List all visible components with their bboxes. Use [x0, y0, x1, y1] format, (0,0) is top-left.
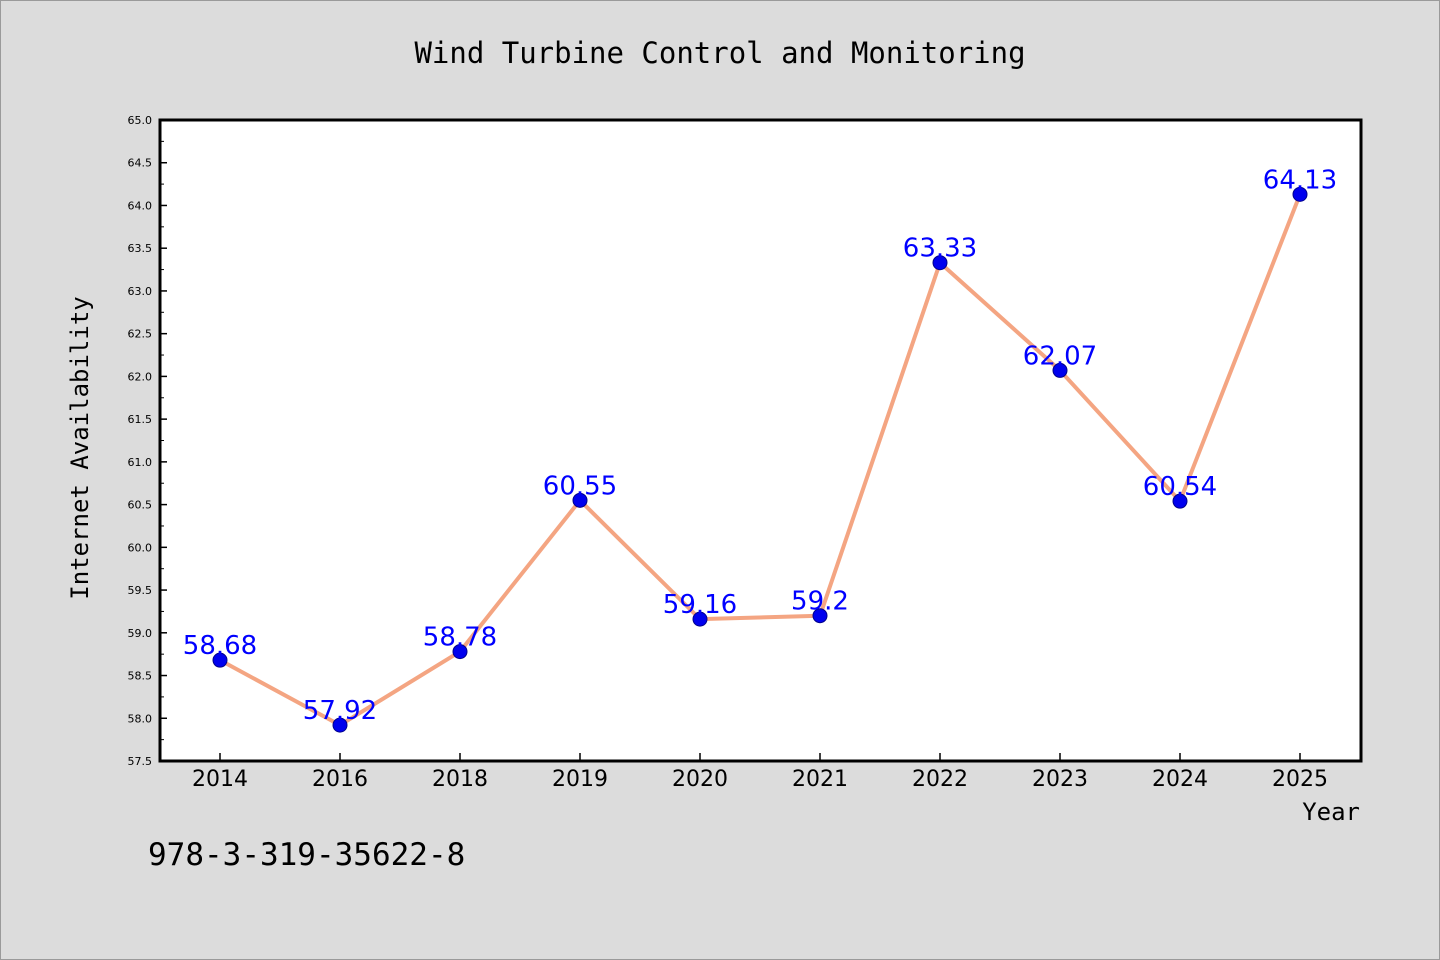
data-series: 58.68 57.92 58.78 60.55 59.16 59.2 63.33 62.07 6… [183, 165, 1337, 733]
x-tick-label: 2021 [792, 767, 848, 792]
x-tick-label: 2019 [552, 767, 608, 792]
y-tick-label: 64.0 [128, 199, 153, 212]
y-tick-label: 59.5 [128, 584, 153, 597]
x-tick-label: 2025 [1272, 767, 1328, 792]
y-tick-label: 60.0 [128, 541, 153, 554]
chart-title: Wind Turbine Control and Monitoring [414, 36, 1025, 70]
data-label: 57.92 [303, 696, 377, 726]
plot-frame [158, 118, 1363, 763]
x-axis-label: Year [1302, 798, 1360, 826]
footer-code: 978-3-319-35622-8 [148, 837, 465, 873]
data-point [572, 492, 588, 508]
x-tick-label: 2016 [312, 767, 368, 792]
x-tick-label: 2020 [672, 767, 728, 792]
x-tick-label: 2018 [432, 767, 488, 792]
y-tick-label: 61.5 [128, 413, 153, 426]
data-point [812, 608, 828, 624]
y-tick-label: 61.0 [128, 456, 153, 469]
y-tick-label: 65.0 [128, 114, 153, 127]
y-tick-label: 62.5 [128, 328, 153, 341]
data-point [1172, 493, 1188, 509]
data-label: 58.68 [183, 631, 257, 661]
x-axis: 2014 2016 2018 2019 2020 2021 2022 2023 2024 2025 [192, 753, 1328, 792]
y-tick-label: 64.5 [128, 157, 153, 170]
data-point [692, 611, 708, 627]
x-tick-label: 2023 [1032, 767, 1088, 792]
data-point [932, 255, 948, 271]
data-label: 62.07 [1023, 341, 1097, 371]
data-point [212, 652, 228, 668]
x-tick-label: 2024 [1152, 767, 1208, 792]
y-tick-label: 62.0 [128, 370, 153, 383]
data-label: 59.2 [791, 587, 849, 617]
data-label: 58.78 [423, 623, 497, 653]
y-axis-label: Internet Availability [66, 296, 94, 599]
y-tick-label: 63.0 [128, 285, 153, 298]
data-point [1052, 362, 1068, 378]
data-point [332, 717, 348, 733]
x-tick-label: 2014 [192, 767, 248, 792]
y-tick-label: 58.5 [128, 670, 153, 683]
x-tick-label: 2022 [912, 767, 968, 792]
data-label: 59.16 [663, 590, 737, 620]
data-point [452, 644, 468, 660]
data-label: 60.55 [543, 471, 617, 501]
plot-area [160, 120, 1361, 761]
series-line [218, 192, 1302, 728]
y-tick-label: 63.5 [128, 242, 153, 255]
y-tick-label: 58.0 [128, 712, 153, 725]
data-point [1292, 186, 1308, 202]
y-tick-label: 60.5 [128, 499, 153, 512]
y-tick-label: 57.5 [128, 755, 153, 768]
y-tick-label: 59.0 [128, 627, 153, 640]
data-label: 60.54 [1143, 472, 1217, 502]
data-label: 63.33 [903, 234, 977, 264]
data-label: 64.13 [1263, 165, 1337, 195]
